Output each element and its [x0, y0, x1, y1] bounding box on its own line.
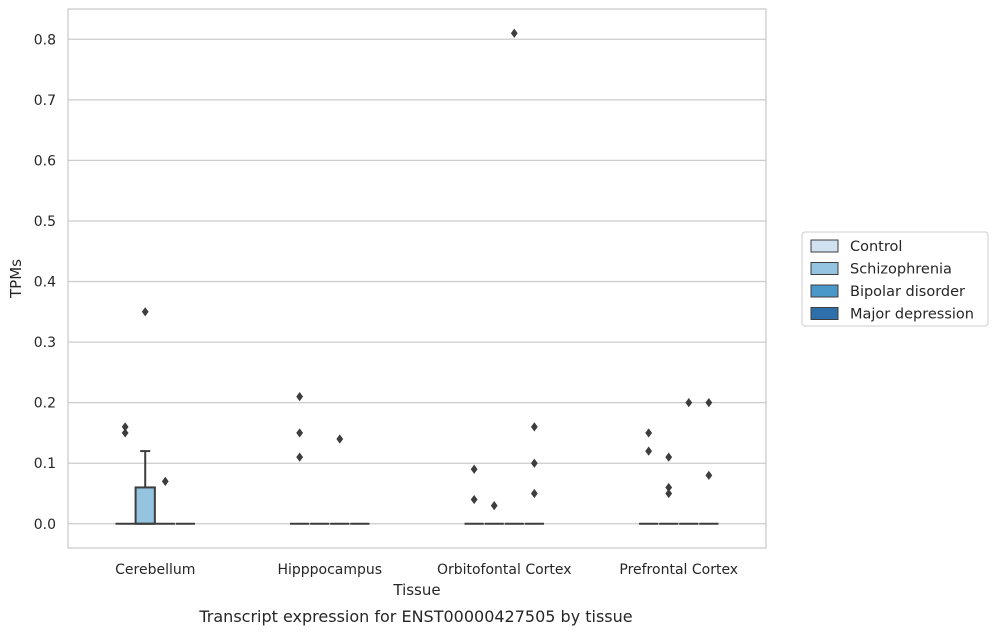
outlier-point: [296, 428, 304, 438]
legend-frame: [801, 231, 989, 327]
y-tick-label: 0.1: [34, 456, 56, 472]
x-tick-label: Hipppocampus: [277, 562, 382, 578]
outlier-point: [530, 422, 538, 432]
x-tick-label: Cerebellum: [115, 562, 195, 578]
outlier-point: [141, 307, 149, 317]
plot-area: [68, 9, 766, 548]
box-0-1: [134, 450, 156, 525]
x-tick-labels: Cerebellum Hipppocampus Orbitofontal Corte…: [115, 562, 738, 578]
legend-swatch: [810, 307, 839, 320]
chart-caption: Transcript expression for ENST0000042750…: [198, 607, 632, 626]
outlier-point: [685, 398, 693, 408]
outlier-point: [645, 446, 653, 456]
outlier-point: [296, 452, 304, 462]
outlier-points: [121, 28, 713, 511]
x-tick-label: Orbitofontal Cortex: [437, 562, 572, 578]
box-groups: [115, 450, 719, 525]
outlier-point: [705, 398, 713, 408]
plot-frame: [67, 8, 767, 549]
outlier-point: [510, 28, 518, 38]
outlier-point: [490, 501, 498, 511]
outlier-point: [121, 428, 129, 438]
outlier-point: [470, 494, 478, 505]
y-tick-label: 0.7: [34, 93, 56, 109]
box-body: [134, 486, 156, 525]
y-tick-label: 0.2: [34, 396, 56, 412]
y-tick-labels: 0.0 0.1 0.2 0.3 0.4 0.5 0.6 0.7 0.8: [34, 32, 56, 532]
outlier-point: [530, 488, 538, 499]
outlier-point: [161, 476, 169, 486]
outlier-point: [645, 428, 653, 438]
y-axis-label: TPMs: [7, 259, 25, 299]
y-tick-label: 0.5: [34, 214, 56, 230]
legend-item: Control: [850, 239, 902, 255]
legend-swatch: [810, 284, 839, 298]
y-tick-label: 0.0: [34, 517, 56, 533]
legend-item: Schizophrenia: [850, 262, 952, 278]
outlier-point: [296, 391, 304, 402]
outlier-point: [470, 464, 478, 474]
outlier-point: [665, 452, 673, 462]
outlier-point: [121, 422, 129, 432]
outlier-point: [336, 434, 344, 444]
y-tick-label: 0.8: [34, 32, 56, 48]
outlier-point: [665, 488, 673, 499]
legend: Control Schizophrenia Bipolar disorder Majo…: [801, 231, 989, 327]
outlier-point: [665, 482, 673, 493]
outlier-point: [530, 458, 538, 468]
legend-item: Bipolar disorder: [850, 284, 965, 300]
y-tick-label: 0.4: [34, 275, 56, 291]
x-tick-label: Prefrontal Cortex: [619, 562, 738, 578]
legend-swatch: [810, 262, 839, 275]
y-tick-label: 0.3: [34, 335, 56, 351]
outlier-point: [705, 470, 713, 480]
legend-item: Major depression: [850, 307, 974, 323]
legend-swatch: [810, 239, 839, 253]
x-axis-label: Tissue: [392, 581, 440, 599]
y-tick-label: 0.6: [34, 153, 56, 169]
